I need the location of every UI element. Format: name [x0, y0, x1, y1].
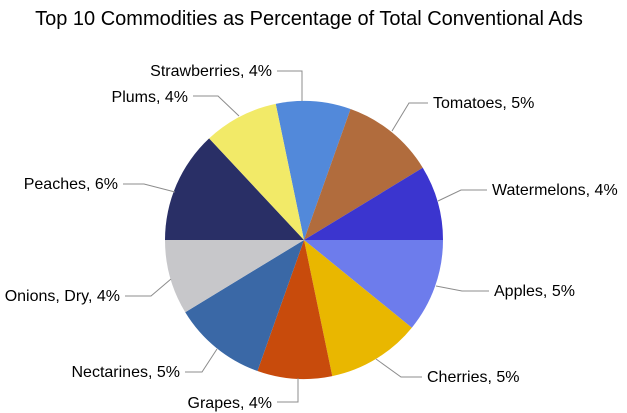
leader-line-grapes: [277, 378, 299, 403]
slice-label-nectarines: Nectarines, 5%: [72, 364, 181, 381]
slice-label-cherries: Cherries, 5%: [427, 369, 519, 386]
pie-slice-strawberries: [275, 101, 351, 240]
pie-slice-plums: [209, 103, 304, 240]
slice-label-peaches: Peaches, 6%: [24, 176, 118, 193]
slice-label-plums: Plums, 4%: [112, 89, 188, 106]
leader-line-onions-dry: [125, 278, 172, 297]
pie-slice-grapes: [257, 240, 333, 379]
leader-line-tomatoes: [391, 102, 428, 132]
leader-line-strawberries: [277, 70, 303, 101]
pie-slice-peaches: [165, 138, 304, 240]
slice-label-grapes: Grapes, 4%: [188, 395, 272, 412]
slice-label-tomatoes: Tomatoes, 5%: [433, 95, 534, 112]
leader-line-plums: [193, 95, 240, 117]
slice-label-watermelons: Watermelons, 4%: [492, 182, 618, 199]
leader-lines-group: [123, 70, 489, 403]
slice-labels-group: Strawberries, 4% Tomatoes, 5% Watermelons,…: [5, 63, 618, 412]
pie-slice-tomatoes: [304, 109, 423, 240]
leader-line-nectarines: [185, 348, 218, 373]
pie-slice-nectarines: [185, 240, 304, 371]
leader-line-apples: [435, 285, 489, 292]
slice-label-strawberries: Strawberries, 4%: [150, 63, 272, 80]
leader-line-cherries: [375, 358, 422, 378]
slice-label-onions-dry: Onions, Dry, 4%: [5, 288, 120, 305]
pie-slice-watermelons: [304, 167, 443, 240]
pie-slices-group: [165, 101, 443, 379]
pie-slice-cherries: [304, 240, 412, 377]
pie-slice-apples: [304, 240, 443, 328]
chart-title: Top 10 Commodities as Percentage of Tota…: [35, 8, 583, 30]
pie-slice-onions-dry: [165, 240, 304, 313]
slice-label-apples: Apples, 5%: [494, 283, 575, 300]
leader-line-peaches: [123, 183, 176, 193]
leader-line-watermelons: [437, 189, 487, 202]
